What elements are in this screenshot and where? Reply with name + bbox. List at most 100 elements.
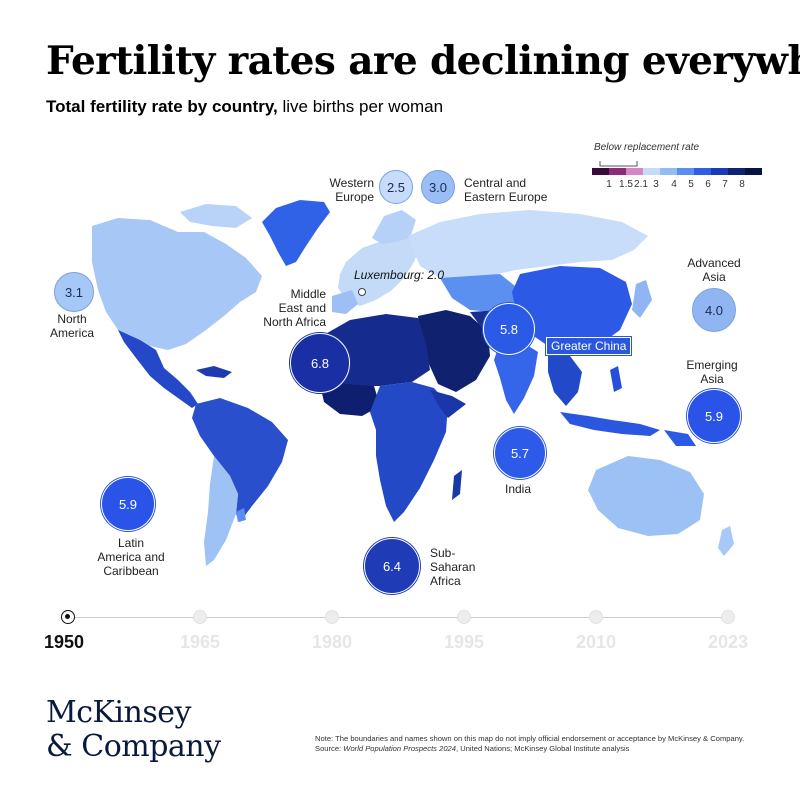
bubble-sub-saharan-africa[interactable]: 6.4 [364,538,420,594]
label-sub-saharan-africa: Sub- Saharan Africa [430,546,476,588]
bubble-value: 5.9 [118,496,138,512]
middle-east[interactable] [418,310,490,392]
legend-color-scale [592,168,762,175]
horn-of-africa[interactable] [430,390,466,418]
bubble-greater-china[interactable]: 5.8 [483,303,535,355]
russia[interactable] [408,210,648,282]
legend-caption: Below replacement rate [594,142,700,153]
label-western-europe: Western Europe [329,176,374,204]
footnote: Note: The boundaries and names shown on … [315,734,785,754]
legend-swatch [694,168,711,175]
legend-swatch [660,168,677,175]
timeline-axis [68,617,730,618]
iberia[interactable] [332,290,358,314]
bubble-value: 3.1 [64,284,84,300]
legend-label: 7 [722,179,728,190]
bubble-value: 4.0 [704,302,724,318]
caribbean-islands[interactable] [196,366,232,378]
bubble-latin-america-caribbean[interactable]: 5.9 [101,477,155,531]
bubble-emerging-asia[interactable]: 5.9 [687,389,741,443]
argentina-chile[interactable] [204,456,238,566]
bubble-value: 5.9 [704,408,724,424]
timeline-dot-1950[interactable] [61,610,75,624]
timeline-year-1995[interactable]: 1995 [443,632,485,652]
label-central-eastern-europe: Central and Eastern Europe [464,176,548,204]
source-line: Source: World Population Prospects 2024,… [315,744,630,753]
label-middle-east-north-africa: Middle East and North Africa [263,287,326,329]
europe-landmass[interactable] [338,236,420,306]
indonesia[interactable] [560,412,660,436]
timeline-dot-2010[interactable] [589,610,603,624]
page-title: Fertility rates are declining everywhere… [46,38,800,84]
bubble-india[interactable]: 5.7 [494,427,546,479]
legend-swatch [711,168,728,175]
bubble-advanced-asia[interactable]: 4.0 [692,288,736,332]
legend-label: 2.1 [634,179,648,190]
label-emerging-asia: Emerging Asia [686,358,738,386]
legend-bracket [599,161,638,167]
legend-swatches [592,161,762,175]
central-asia[interactable] [440,274,520,312]
bubble-value: 5.7 [510,445,530,461]
legend-swatch [728,168,745,175]
timeline-year-2023[interactable]: 2023 [707,632,749,652]
sub-saharan-africa-landmass[interactable] [370,382,448,522]
timeline-year-1980[interactable]: 1980 [311,632,353,652]
japan-korea[interactable] [632,280,652,318]
subtitle-bold: Total fertility rate by country, [46,97,278,116]
philippines[interactable] [610,366,622,392]
timeline-dot-1965[interactable] [193,610,207,624]
australia[interactable] [588,456,704,536]
legend-label: 1 [606,179,612,190]
note-line: Note: The boundaries and names shown on … [315,734,745,743]
india-landmass[interactable] [494,342,538,414]
legend-swatch [745,168,762,175]
papua-new-guinea[interactable] [664,430,696,446]
arctic-islands[interactable] [180,204,252,228]
timeline-year-1965[interactable]: 1965 [179,632,221,652]
bubble-value: 2.5 [386,179,406,195]
mckinsey-logo: McKinsey & Company [46,695,221,764]
bubble-value: 6.8 [310,355,330,371]
china[interactable] [512,266,632,352]
legend-swatch [643,168,660,175]
legend-label: 6 [705,179,711,190]
legend-label: 4 [671,179,677,190]
legend-swatch [609,168,626,175]
south-america-landmass[interactable] [192,398,288,522]
bubble-western-europe[interactable]: 2.5 [379,170,413,204]
legend-swatch [626,168,643,175]
bubble-central-eastern-europe[interactable]: 3.0 [421,170,455,204]
madagascar[interactable] [452,470,462,500]
bubble-value: 3.0 [428,179,448,195]
legend-swatch [592,168,609,175]
southeast-asia[interactable] [548,352,582,406]
scandinavia[interactable] [372,210,416,244]
timeline-dot-1980[interactable] [325,610,339,624]
mexico-central-america[interactable] [118,330,198,408]
timeline-year-1950[interactable]: 1950 [44,632,85,652]
legend-label: 1.5 [619,179,633,190]
legend-label: 5 [688,179,694,190]
label-north-america: North America [49,312,94,340]
label-india: India [504,482,532,496]
new-zealand[interactable] [718,526,734,556]
subtitle-unit: live births per woman [277,97,444,116]
timeline-dot-1995[interactable] [457,610,471,624]
luxembourg-annotation: Luxembourg: 2.0 [354,268,445,282]
uruguay[interactable] [236,508,246,522]
timeline-dot-2023[interactable] [721,610,735,624]
north-america-landmass[interactable] [92,218,262,350]
bubble-middle-east-north-africa[interactable]: 6.8 [290,333,350,393]
greenland[interactable] [262,200,330,266]
label-latin-america-caribbean: Latin America and Caribbean [97,536,165,578]
bubble-north-america[interactable]: 3.1 [54,272,94,312]
luxembourg-marker[interactable] [358,288,366,296]
label-advanced-asia: Advanced Asia [687,256,741,284]
subtitle: Total fertility rate by country, live bi… [46,97,443,117]
timeline-year-2010[interactable]: 2010 [575,632,617,652]
label-greater-china: Greater China [544,336,633,356]
legend-label: 8 [739,179,745,190]
legend-swatch [677,168,694,175]
